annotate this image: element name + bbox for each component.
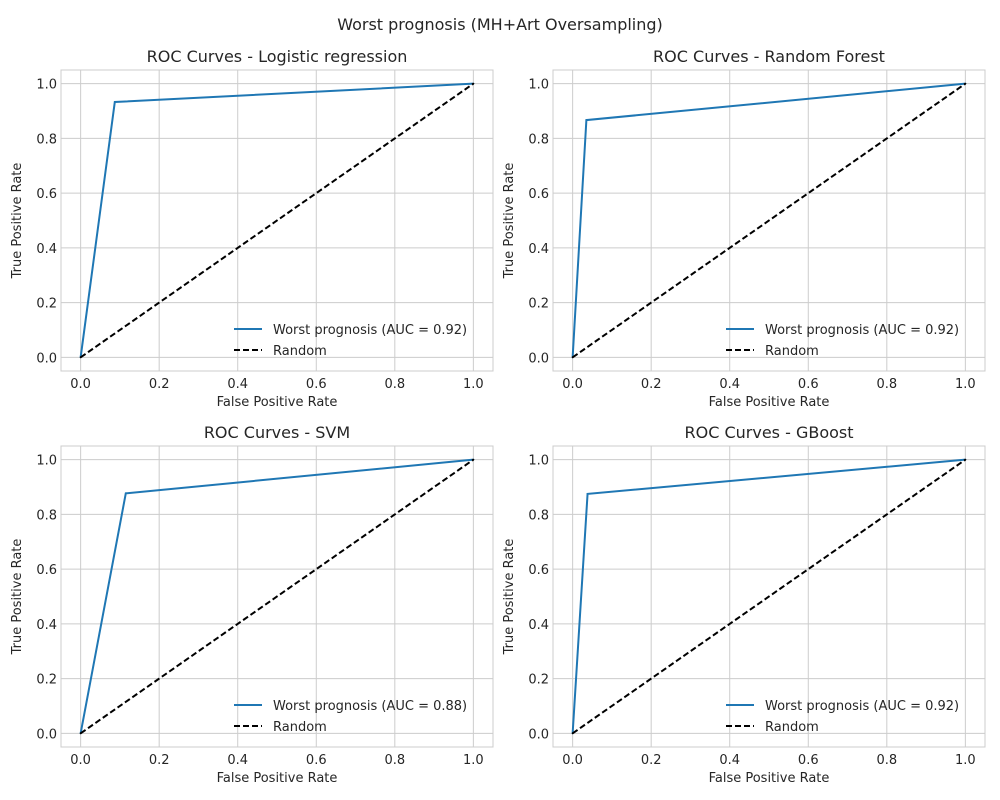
y-axis-label: True Positive Rate <box>10 539 25 656</box>
plot-frame <box>552 69 986 372</box>
series-1-point <box>472 82 475 85</box>
x-tick-label: 0.4 <box>719 753 740 768</box>
x-tick-label: 0.2 <box>149 753 170 768</box>
roc-panel-4: 0.0 0.2 0.4 0.6 0.8 1.0 0.0 0.2 0.4 0.6 0.8 1.0 ROC … <box>502 423 986 786</box>
random-baseline-line <box>80 458 474 735</box>
roc-panel-3: 0.0 0.2 0.4 0.6 0.8 1.0 0.0 0.2 0.4 0.6 0.8 1.0 ROC … <box>10 423 494 786</box>
y-tick-label: 1.0 <box>528 454 549 469</box>
x-tick-label: 0.4 <box>719 377 740 392</box>
random-baseline-line <box>572 458 966 735</box>
y-tick-label: 0.4 <box>528 242 549 257</box>
x-tick-label: 0.6 <box>306 377 327 392</box>
x-axis-label: False Positive Rate <box>709 395 830 410</box>
y-tick-label: 1.0 <box>36 78 57 93</box>
legend-label: Random <box>273 720 327 735</box>
series-1-point <box>571 732 574 735</box>
roc-panel-2: 0.0 0.2 0.4 0.6 0.8 1.0 0.0 0.2 0.4 0.6 0.8 1.0 ROC … <box>502 47 986 410</box>
y-tick-label: 0.0 <box>528 351 549 366</box>
plot-frame <box>552 445 986 748</box>
y-tick-label: 0.2 <box>36 297 57 312</box>
x-tick-label: 0.0 <box>70 377 91 392</box>
legend-label: Worst prognosis (AUC = 0.92) <box>273 323 467 338</box>
legend-label: Worst prognosis (AUC = 0.88) <box>273 699 467 714</box>
x-tick-label: 0.6 <box>798 377 819 392</box>
plot-frame <box>60 445 494 748</box>
y-tick-label: 0.8 <box>528 508 549 523</box>
random-baseline-line <box>572 82 966 359</box>
roc-panel-1: 0.0 0.2 0.4 0.6 0.8 1.0 0.0 0.2 0.4 0.6 0.8 1.0 ROC … <box>10 47 494 410</box>
figure-title: Worst prognosis (MH+Art Oversampling) <box>337 15 663 34</box>
x-tick-label: 0.0 <box>562 753 583 768</box>
panel-title: ROC Curves - Logistic regression <box>147 47 408 66</box>
y-tick-label: 0.0 <box>528 727 549 742</box>
x-tick-label: 1.0 <box>955 377 976 392</box>
x-tick-label: 0.6 <box>306 753 327 768</box>
y-tick-label: 0.4 <box>36 242 57 257</box>
x-tick-label: 1.0 <box>955 753 976 768</box>
random-baseline-line <box>80 82 474 359</box>
y-tick-label: 0.8 <box>36 508 57 523</box>
legend-label: Random <box>765 720 819 735</box>
x-tick-label: 0.6 <box>798 753 819 768</box>
series-0-point <box>113 101 116 103</box>
x-tick-label: 1.0 <box>463 377 484 392</box>
x-axis-label: False Positive Rate <box>709 771 830 786</box>
legend-label: Random <box>765 344 819 359</box>
y-tick-label: 1.0 <box>528 78 549 93</box>
y-tick-label: 0.0 <box>36 727 57 742</box>
x-tick-label: 0.2 <box>149 377 170 392</box>
x-axis-label: False Positive Rate <box>217 771 338 786</box>
roc-panels: 0.0 0.2 0.4 0.6 0.8 1.0 0.0 0.2 0.4 0.6 0.8 1.0 ROC … <box>10 47 986 786</box>
y-tick-label: 1.0 <box>36 454 57 469</box>
series-1-point <box>964 82 967 85</box>
x-tick-label: 0.0 <box>562 377 583 392</box>
x-tick-label: 0.4 <box>227 753 248 768</box>
series-0-point <box>124 492 127 495</box>
y-tick-label: 0.4 <box>528 618 549 633</box>
y-axis-label: True Positive Rate <box>502 163 517 280</box>
series-1-point <box>79 732 82 735</box>
y-tick-label: 0.6 <box>36 563 57 578</box>
x-tick-label: 0.2 <box>641 753 662 768</box>
x-tick-label: 0.8 <box>384 377 405 392</box>
legend-label: Random <box>273 344 327 359</box>
x-axis-label: False Positive Rate <box>217 395 338 410</box>
legend-label: Worst prognosis (AUC = 0.92) <box>765 323 959 338</box>
y-tick-label: 0.2 <box>528 673 549 688</box>
x-tick-label: 0.8 <box>384 753 405 768</box>
legend-label: Worst prognosis (AUC = 0.92) <box>765 699 959 714</box>
x-tick-label: 0.8 <box>876 753 897 768</box>
y-tick-label: 0.8 <box>528 132 549 147</box>
y-tick-label: 0.0 <box>36 351 57 366</box>
series-0-point <box>586 492 589 495</box>
x-tick-label: 0.2 <box>641 377 662 392</box>
y-tick-label: 0.8 <box>36 132 57 147</box>
panel-title: ROC Curves - GBoost <box>684 423 853 442</box>
panel-title: ROC Curves - Random Forest <box>653 47 885 66</box>
y-axis-label: True Positive Rate <box>502 539 517 656</box>
series-0-point <box>585 119 588 121</box>
series-1-point <box>964 458 967 461</box>
series-1-point <box>571 356 574 359</box>
y-tick-label: 0.2 <box>36 673 57 688</box>
y-tick-label: 0.4 <box>36 618 57 633</box>
y-tick-label: 0.6 <box>528 187 549 202</box>
y-tick-label: 0.6 <box>528 563 549 578</box>
y-tick-label: 0.6 <box>36 187 57 202</box>
y-tick-label: 0.2 <box>528 297 549 312</box>
x-tick-label: 0.8 <box>876 377 897 392</box>
series-1-point <box>79 356 82 359</box>
y-axis-label: True Positive Rate <box>10 163 25 280</box>
x-tick-label: 0.0 <box>70 753 91 768</box>
series-1-point <box>472 458 475 461</box>
panel-title: ROC Curves - SVM <box>204 423 350 442</box>
x-tick-label: 0.4 <box>227 377 248 392</box>
x-tick-label: 1.0 <box>463 753 484 768</box>
plot-frame <box>60 69 494 372</box>
